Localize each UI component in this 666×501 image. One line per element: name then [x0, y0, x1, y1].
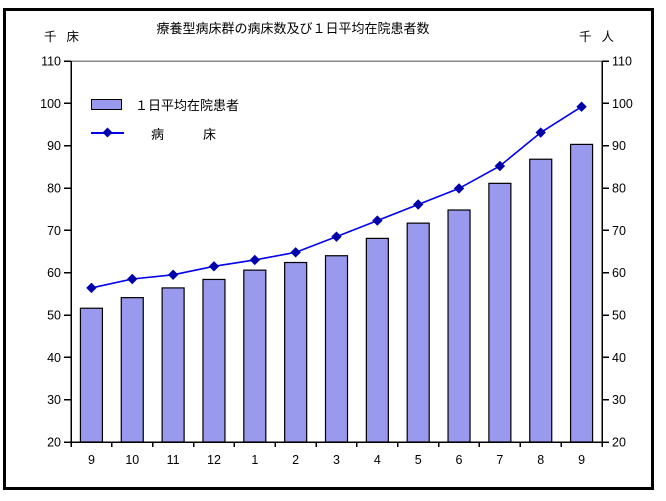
beds-marker-month-8	[535, 127, 546, 138]
right-axis-unit-label: 千人	[579, 30, 625, 44]
legend: １日平均在院患者 病 床	[91, 93, 239, 151]
beds-marker-month-2	[290, 247, 301, 258]
right-axis-tick-label: 70	[612, 224, 626, 238]
bar-month-10	[120, 297, 144, 443]
x-axis-label: 3	[333, 453, 340, 467]
left-axis-tick-label: 80	[47, 182, 61, 196]
x-axis-label: 5	[415, 453, 422, 467]
left-axis-tick-label: 30	[47, 393, 61, 407]
beds-marker-month-5	[412, 199, 424, 210]
left-axis-unit-label: 千床	[44, 30, 90, 44]
legend-item-inpatients: １日平均在院患者	[91, 93, 239, 115]
beds-marker-month-11	[167, 269, 179, 280]
beds-marker-month-1	[249, 254, 261, 266]
bar-month-9	[569, 143, 594, 443]
bar-month-1	[243, 269, 267, 443]
bar-month-6	[447, 209, 471, 443]
x-axis-label: 9	[578, 453, 585, 467]
bar-month-4	[365, 237, 389, 443]
right-axis-tick-label: 20	[612, 436, 626, 450]
x-axis-label: 2	[292, 453, 299, 467]
bar-month-12	[202, 278, 226, 443]
left-axis-tick-label: 90	[47, 139, 61, 153]
left-axis-tick-label: 60	[47, 266, 61, 280]
x-axis-label: 8	[537, 453, 544, 467]
left-axis-tick-label: 20	[47, 436, 61, 450]
left-axis-tick-label: 110	[41, 55, 61, 69]
beds-marker-month-6	[453, 183, 465, 194]
x-axis-label: 1	[251, 453, 258, 467]
left-axis-tick-label: 70	[47, 224, 61, 238]
right-axis-tick-label: 80	[612, 182, 626, 196]
right-axis-tick-label: 30	[612, 393, 626, 407]
right-axis-tick-label: 50	[612, 309, 626, 323]
right-axis-tick-label: 40	[612, 351, 626, 365]
bar-month-8	[529, 158, 553, 443]
beds-marker-month-9	[86, 282, 97, 294]
bar-month-9	[79, 307, 104, 443]
beds-marker-month-12	[208, 261, 220, 272]
x-axis-label: 4	[374, 453, 381, 467]
x-axis-label: 10	[125, 453, 139, 467]
bar-month-3	[324, 255, 349, 443]
beds-marker-month-4	[372, 215, 383, 226]
bar-month-2	[284, 261, 308, 443]
right-axis-tick-label: 60	[612, 266, 626, 280]
bar-month-7	[488, 182, 512, 443]
right-axis-tick-label: 110	[612, 55, 632, 69]
x-axis-label: 6	[456, 453, 463, 467]
bar-month-5	[406, 222, 430, 443]
x-axis-label: 9	[88, 453, 95, 467]
beds-marker-month-9	[576, 101, 587, 112]
x-axis-label: 12	[207, 453, 221, 467]
left-axis-tick-label: 50	[47, 309, 61, 323]
legend-item-beds: 病 床	[91, 122, 239, 144]
legend-bar-label: １日平均在院患者	[135, 97, 240, 113]
beds-marker-month-10	[127, 273, 138, 285]
right-axis-tick-label: 100	[612, 97, 633, 111]
bar-swatch-icon	[91, 98, 122, 110]
chart-title: 療養型病床群の病床数及び１日平均在院患者数	[156, 21, 430, 36]
legend-line-label: 病 床	[151, 126, 217, 142]
line-swatch-icon	[91, 127, 124, 138]
x-axis-label: 7	[496, 453, 503, 467]
left-axis-tick-label: 40	[47, 351, 61, 365]
beds-marker-month-3	[331, 231, 342, 242]
beds-marker-month-7	[494, 160, 506, 172]
diamond-marker-icon	[102, 127, 113, 138]
x-axis-label: 11	[167, 453, 180, 467]
right-axis-tick-label: 90	[612, 139, 626, 153]
bar-month-11	[161, 287, 185, 443]
left-axis-tick-label: 100	[40, 97, 61, 111]
